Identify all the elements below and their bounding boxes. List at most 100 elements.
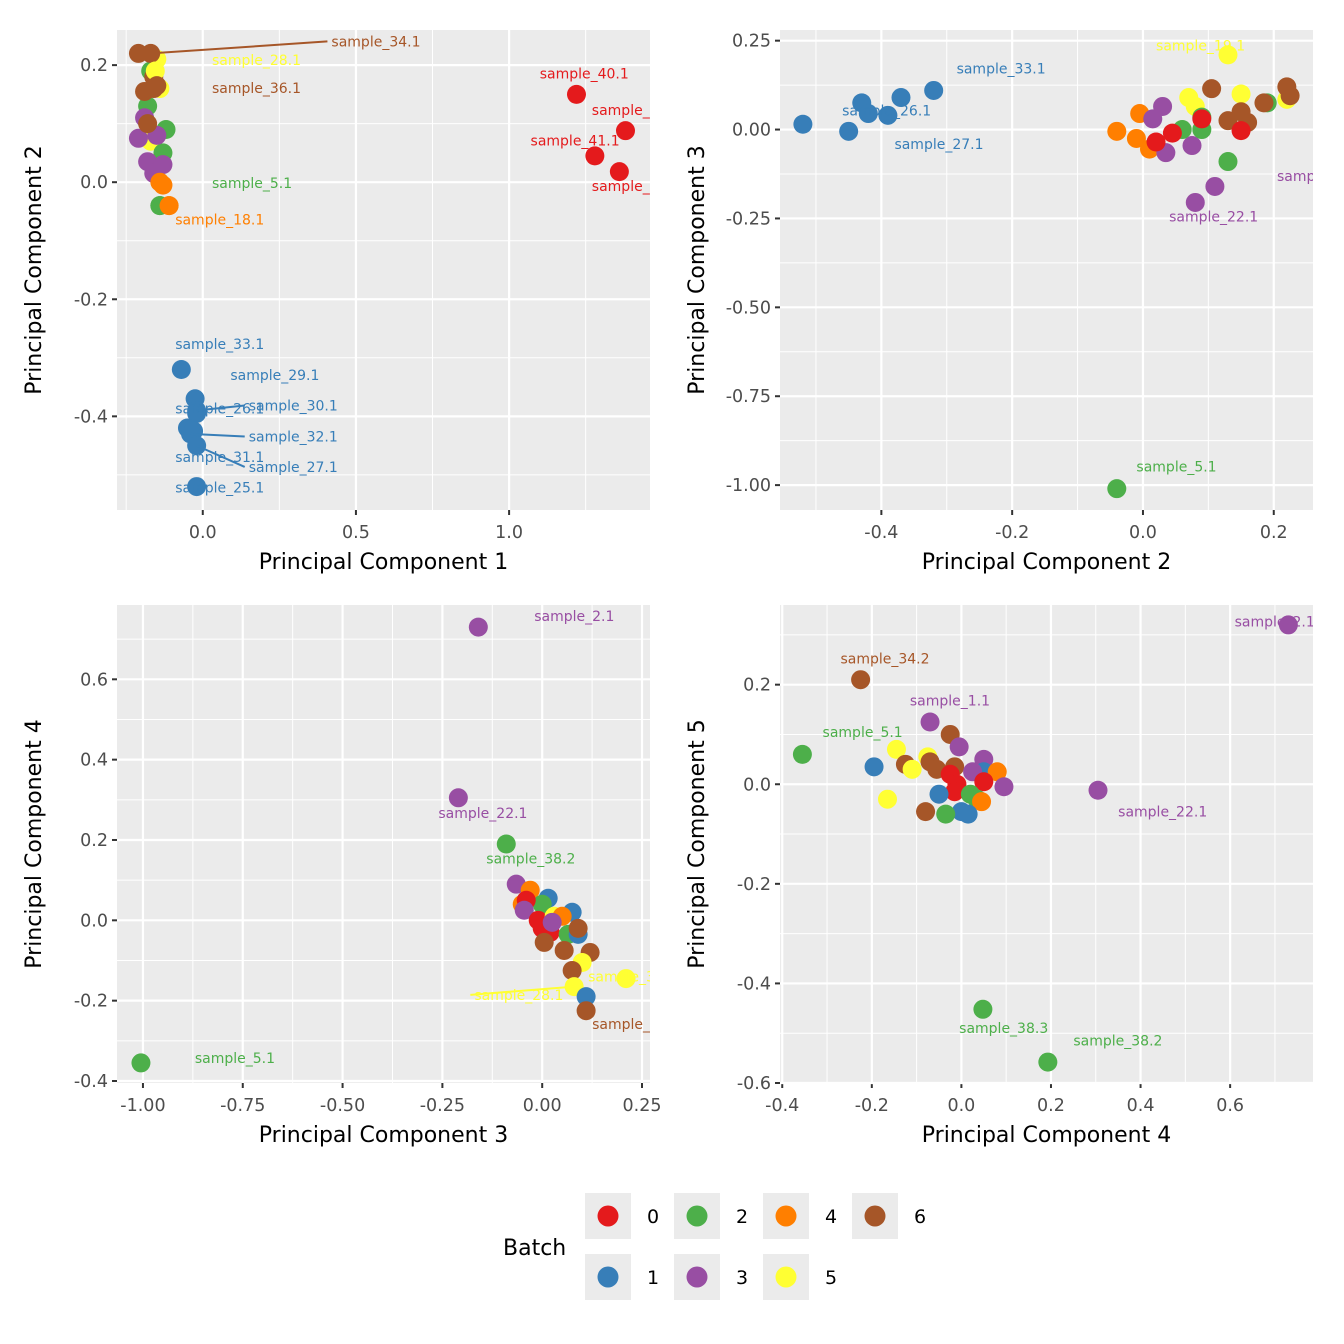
data-point-batch-2 [936, 804, 956, 824]
point-label: sample_22.1 [1118, 805, 1207, 821]
y-axis-title: Principal Component 2 [22, 145, 47, 394]
y-tick-label: -0.4 [737, 974, 771, 994]
legend-item-batch-3[interactable]: 3 [674, 1254, 748, 1300]
x-tick-label: -0.75 [220, 1096, 265, 1116]
point-label: sample_27.1 [249, 460, 338, 476]
label-leader-line [150, 40, 328, 55]
label-leader-line [470, 985, 575, 996]
y-tick-label: 0.6 [80, 670, 108, 690]
y-axis-title: Principal Component 3 [685, 145, 710, 394]
data-point-batch-6 [554, 940, 574, 960]
data-point-batch-1 [891, 88, 911, 108]
legend-key-dot [597, 1205, 619, 1227]
panel-pc4-vs-pc5: -0.4 -0.2 0.0 0.2 0.4 0.6-0.6-0.4-0.20.00.2Pr… [685, 605, 1313, 1148]
point-label: sample_27.1 [894, 137, 983, 153]
legend-label: 0 [647, 1206, 659, 1228]
point-label: sample_42.1 [592, 179, 681, 195]
panel-pc3-vs-pc4: -1.00 -0.75 -0.50 -0.25 0.00 0.25 -0.4 -0.2 0.0 0… [22, 605, 677, 1148]
data-point-batch-6 [534, 932, 554, 952]
point-label: sample_34.1 [331, 34, 420, 50]
legend-key-dot [864, 1205, 886, 1227]
y-tick-label: -0.50 [726, 298, 771, 318]
label-leader-line [196, 404, 245, 412]
legend-item-batch-1[interactable]: 1 [585, 1254, 659, 1300]
y-axis-title: Principal Component 5 [685, 719, 710, 968]
data-point-batch-2 [792, 744, 812, 764]
data-point-batch-1 [793, 114, 813, 134]
data-point-batch-3 [949, 737, 969, 757]
data-point-batch-6 [1254, 93, 1274, 113]
x-tick-label: 0.0 [189, 523, 217, 543]
point-label: sample_43.1 [592, 103, 681, 119]
data-point-batch-3 [1205, 176, 1225, 196]
legend-item-batch-0[interactable]: 0 [585, 1193, 659, 1239]
y-tick-label: -0.25 [726, 209, 771, 229]
x-axis-title: Principal Component 1 [259, 550, 508, 575]
x-tick-label: 1.0 [495, 523, 523, 543]
point-label: sample_40.1 [540, 67, 629, 83]
legend-key-dot [686, 1205, 708, 1227]
x-tick-label: -0.25 [420, 1096, 465, 1116]
data-point-batch-3 [1088, 780, 1108, 800]
data-point-batch-2 [973, 999, 993, 1019]
y-tick-label: -0.2 [74, 992, 108, 1012]
x-tick-label: 0.5 [342, 523, 370, 543]
legend-item-batch-5[interactable]: 5 [763, 1254, 837, 1300]
x-tick-label: -0.4 [864, 523, 898, 543]
x-tick-label: 0.2 [1037, 1096, 1065, 1116]
legend-item-batch-6[interactable]: 6 [852, 1193, 926, 1239]
data-point-batch-6 [1202, 79, 1222, 99]
data-point-batch-3 [920, 712, 940, 732]
y-axis-title: Principal Component 4 [22, 719, 47, 968]
legend-label: 5 [825, 1267, 837, 1289]
data-point-batch-4 [1126, 128, 1146, 148]
data-point-batch-0 [1162, 123, 1182, 143]
data-point-batch-1 [864, 757, 884, 777]
data-point-batch-5 [877, 789, 897, 809]
point-label: sample_33.1 [957, 62, 1046, 78]
legend-label: 3 [736, 1267, 748, 1289]
data-point-batch-2 [131, 1053, 151, 1073]
y-tick-label: -0.2 [74, 290, 108, 310]
legend-key-dot [597, 1266, 619, 1288]
panel-background [117, 30, 650, 510]
data-point-batch-0 [1192, 109, 1212, 129]
y-tick-label: -0.75 [726, 387, 771, 407]
point-label: sample_5.1 [195, 1051, 275, 1067]
legend-item-batch-4[interactable]: 4 [763, 1193, 837, 1239]
y-tick-label: 0.0 [80, 911, 108, 931]
points-layer: sample_34.1 sample_28.1 sample_36.1 sample_… [128, 34, 681, 497]
y-tick-label: 0.2 [80, 56, 108, 76]
legend-item-batch-2[interactable]: 2 [674, 1193, 748, 1239]
legend-key-dot [775, 1205, 797, 1227]
data-point-batch-0 [1146, 132, 1166, 152]
data-point-batch-1 [187, 477, 207, 497]
point-label: sample_22.1 [438, 806, 527, 822]
y-tick-label: -0.4 [74, 1072, 108, 1092]
point-label: sample_18.1 [175, 212, 264, 228]
data-point-batch-0 [609, 162, 629, 182]
panel-pc2-vs-pc3: -0.4 -0.2 0.0 0.2 -1.00 -0.75 -0.50 -0.25 0.00 0.… [685, 30, 1313, 575]
data-point-batch-3 [448, 788, 468, 808]
point-label: sample_26.1 [175, 401, 264, 417]
data-point-batch-6 [138, 114, 158, 134]
data-point-batch-3 [468, 617, 488, 637]
data-point-batch-2 [1038, 1052, 1058, 1072]
y-tick-label: 0.2 [743, 676, 771, 696]
data-point-batch-6 [568, 918, 588, 938]
x-tick-label: -0.4 [765, 1096, 799, 1116]
data-point-batch-0 [945, 782, 965, 802]
legend-label: 6 [914, 1206, 926, 1228]
point-label: sample_28.1 [212, 53, 301, 69]
data-point-batch-5 [902, 759, 922, 779]
data-point-batch-1 [839, 121, 859, 141]
point-label: sample_33.1 [588, 969, 677, 985]
data-point-batch-3 [514, 900, 534, 920]
y-tick-label: 0.00 [732, 121, 771, 141]
data-point-batch-1 [878, 105, 898, 125]
data-point-batch-1 [576, 987, 596, 1007]
x-tick-label: 0.6 [1216, 1096, 1244, 1116]
x-tick-label: -0.2 [855, 1096, 889, 1116]
points-layer: sample_26.1 sample_27.1 sample_33.1 sample_… [793, 39, 1313, 499]
data-point-batch-5 [616, 969, 636, 989]
